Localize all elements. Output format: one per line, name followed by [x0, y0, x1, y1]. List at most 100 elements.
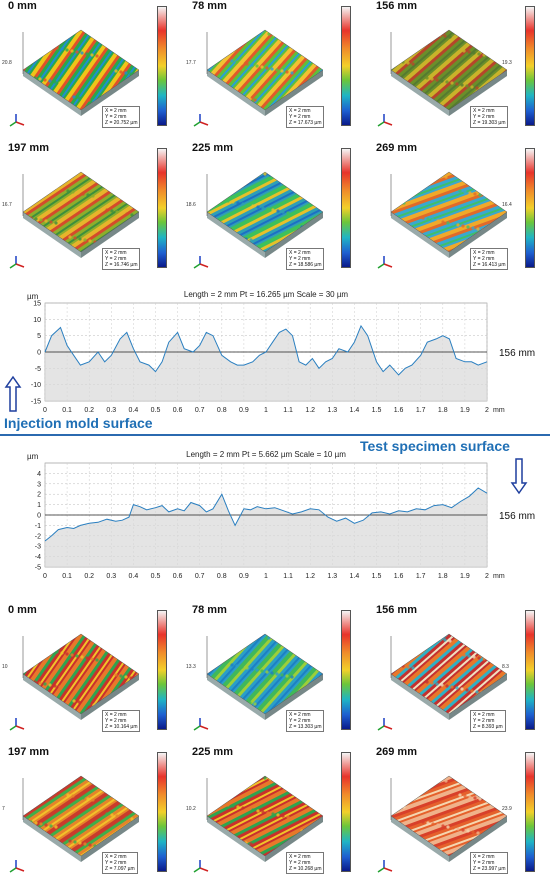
surface-speck	[228, 93, 232, 97]
mold-surface-plot	[206, 171, 324, 258]
y-tick-label: -3	[35, 544, 41, 551]
y-tick-label: -5	[35, 565, 41, 572]
surface-speck	[430, 681, 434, 685]
surface-speck	[463, 794, 467, 798]
surface-speck	[310, 227, 314, 231]
axis-triad-icon	[377, 256, 393, 269]
surface-speck	[231, 804, 235, 808]
specimen-color-scale	[157, 610, 167, 730]
mold-color-scale	[341, 6, 351, 126]
mold-title: 0 mm	[8, 0, 37, 12]
surface-speck	[396, 59, 400, 63]
surface-top	[206, 29, 324, 111]
surface-speck	[219, 836, 223, 840]
surface-speck	[500, 847, 504, 851]
surface-speck	[65, 652, 69, 656]
mold-color-scale	[525, 6, 535, 126]
surface-speck	[414, 853, 418, 856]
surface-speck	[488, 799, 492, 803]
surface-speck	[398, 709, 402, 713]
surface-speck	[207, 788, 211, 792]
surface-speck	[50, 45, 54, 49]
specimen-color-scale	[525, 610, 535, 730]
surface-speck	[441, 824, 445, 828]
x-tick-label: 1.6	[394, 407, 404, 414]
surface-speck	[213, 90, 217, 94]
surface-speck	[443, 638, 447, 642]
surface-speck	[313, 182, 317, 186]
surface-speck	[297, 38, 301, 42]
surface-speck	[35, 646, 39, 650]
surface-speck	[231, 200, 235, 204]
surface-speck	[235, 60, 239, 64]
surface-speck	[271, 208, 275, 212]
mold-coord-box: X = 2 mm Y = 2 mm Z = 19.303 µm	[470, 106, 509, 128]
section-divider	[0, 434, 550, 436]
surface-speck	[36, 183, 40, 187]
surface-speck	[46, 185, 50, 189]
specimen-panel: 78 mm 13.3 X = 2 mm Y = 2 mm Z = 13.303 µm	[186, 604, 366, 744]
surface-speck	[392, 199, 396, 203]
surface-speck	[409, 852, 413, 856]
down-arrow-icon	[510, 458, 528, 495]
surface-speck	[250, 63, 254, 67]
x-tick-label: 1.2	[305, 407, 315, 414]
surface-speck	[408, 711, 412, 714]
surface-speck	[460, 83, 464, 87]
surface-speck	[34, 217, 38, 221]
surface-speck	[91, 194, 95, 198]
surface-speck	[213, 694, 217, 698]
profile-series-label: 156 mm	[499, 348, 535, 359]
surface-speck	[277, 638, 281, 642]
surface-side	[265, 816, 323, 862]
surface-speck	[288, 177, 292, 181]
x-tick-label: 0.8	[217, 573, 227, 580]
surface-top	[206, 633, 324, 715]
surface-speck	[399, 850, 403, 854]
surface-speck	[466, 829, 470, 833]
x-tick-label: 0.6	[173, 573, 183, 580]
axis-triad-icon	[193, 860, 209, 873]
surface-speck	[38, 77, 42, 81]
mold-color-scale	[525, 148, 535, 268]
axis-triad-icon	[9, 860, 25, 873]
surface-speck	[124, 71, 128, 75]
surface-speck	[72, 699, 76, 703]
coord-x: X = 2 mm	[105, 250, 127, 256]
surface-speck	[245, 666, 249, 670]
surface-speck	[497, 56, 501, 60]
surface-speck	[315, 832, 319, 836]
mold-profile-svg: Length = 2 mm Pt = 16.265 µm Scale = 30 …	[27, 290, 535, 414]
surface-speck	[419, 172, 423, 174]
surface-top	[390, 633, 508, 715]
surface-speck	[85, 656, 89, 660]
surface-speck	[408, 107, 412, 110]
surface-speck	[273, 778, 277, 782]
surface-top	[206, 775, 324, 857]
surface-speck	[456, 827, 460, 831]
surface-speck	[120, 211, 124, 215]
mold-panel: 78 mm 17.7 X = 2 mm Y = 2 mm Z = 17.673 µm	[186, 0, 366, 140]
surface-speck	[114, 69, 118, 73]
coord-x: X = 2 mm	[289, 108, 311, 114]
surface-speck	[223, 696, 227, 700]
surface-speck	[312, 41, 316, 45]
surface-speck	[251, 204, 255, 208]
surface-side	[449, 70, 507, 116]
surface-speck	[398, 105, 402, 109]
surface-speck	[463, 190, 467, 194]
surface-speck	[75, 654, 79, 658]
surface-side	[23, 674, 81, 720]
surface-speck	[317, 42, 321, 46]
coord-z: Z = 10.268 µm	[289, 866, 322, 872]
surface-speck	[498, 801, 502, 805]
surface-speck	[315, 228, 319, 232]
surface-speck	[318, 183, 322, 187]
surface-speck	[477, 656, 481, 660]
surface-speck	[429, 172, 433, 176]
surface-speck	[475, 86, 479, 90]
surface-speck	[492, 55, 496, 59]
y-tick-label: -2	[35, 533, 41, 540]
surface-speck	[77, 96, 81, 100]
surface-speck	[446, 221, 450, 225]
